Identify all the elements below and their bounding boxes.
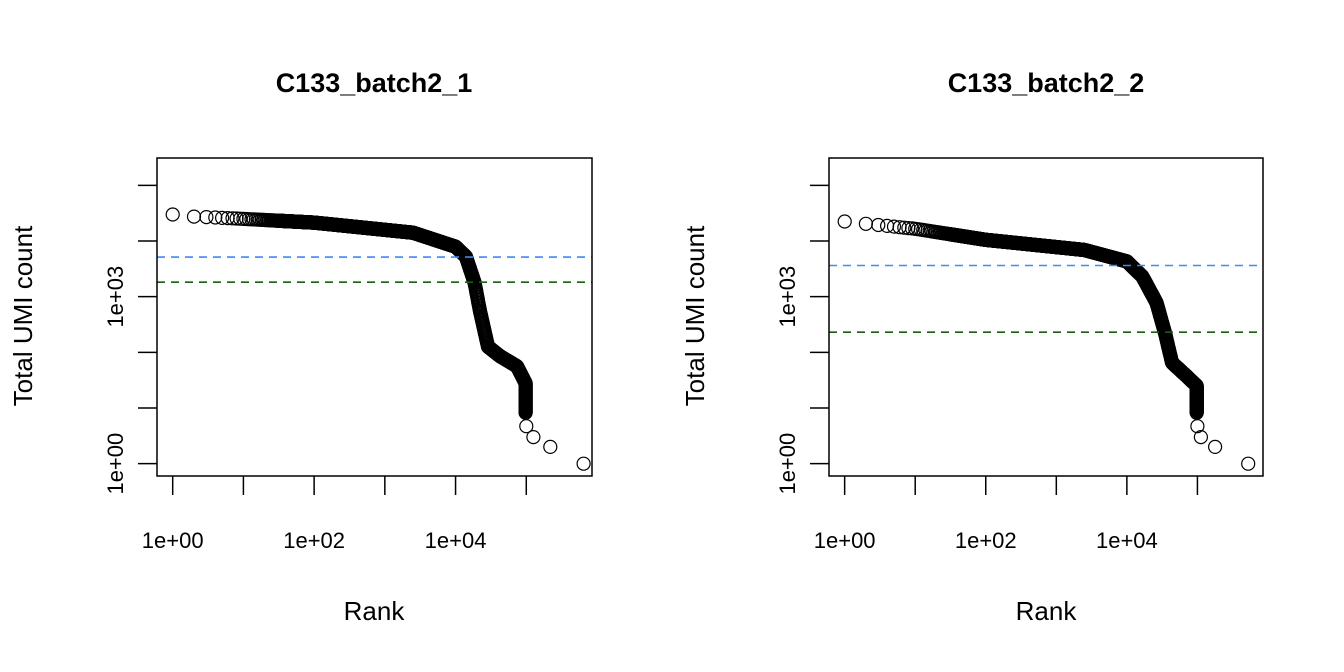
data-point (543, 439, 558, 454)
x-tick-label: 1e+04 (1096, 528, 1158, 553)
x-tick-label: 1e+00 (142, 528, 204, 553)
data-point (858, 216, 874, 231)
data-point (526, 430, 541, 445)
y-axis-label: Total UMI count (8, 225, 38, 406)
panel-c133-batch2-1: C133_batch2_1 Rank Total UMI count 1e+00… (8, 68, 593, 626)
data-point (1190, 419, 1205, 434)
data-point (215, 210, 230, 225)
x-tick-label: 1e+00 (814, 528, 876, 553)
data-points (837, 214, 1256, 471)
plot-frame (828, 157, 1264, 477)
x-tick-label: 1e+02 (955, 528, 1017, 553)
data-point (225, 211, 240, 226)
chart-title: C133_batch2_1 (276, 68, 473, 98)
panel-c133-batch2-2: C133_batch2_2 Rank Total UMI count 1e+00… (680, 68, 1264, 626)
data-points (165, 207, 591, 471)
y-tick-label: 1e+00 (775, 433, 800, 495)
y-tick-label: 1e+03 (103, 266, 128, 328)
data-point (519, 419, 534, 434)
data-point (1241, 456, 1256, 471)
chart-title: C133_batch2_2 (948, 68, 1145, 98)
data-point (1193, 430, 1209, 445)
data-point (1207, 439, 1223, 454)
y-axis-label: Total UMI count (680, 225, 710, 406)
data-point (199, 210, 214, 225)
data-point (576, 456, 591, 471)
x-axis-label: Rank (344, 596, 406, 626)
plot-frame (156, 157, 593, 477)
x-tick-label: 1e+02 (283, 528, 345, 553)
data-point (165, 207, 180, 222)
data-point (886, 219, 902, 234)
y-tick-label: 1e+03 (775, 266, 800, 328)
data-point (186, 209, 202, 224)
data-point (897, 220, 912, 235)
data-point (871, 217, 886, 233)
x-axis-label: Rank (1016, 596, 1078, 626)
y-tick-label: 1e+00 (103, 433, 128, 495)
x-tick-label: 1e+04 (425, 528, 487, 553)
data-point (837, 214, 852, 229)
